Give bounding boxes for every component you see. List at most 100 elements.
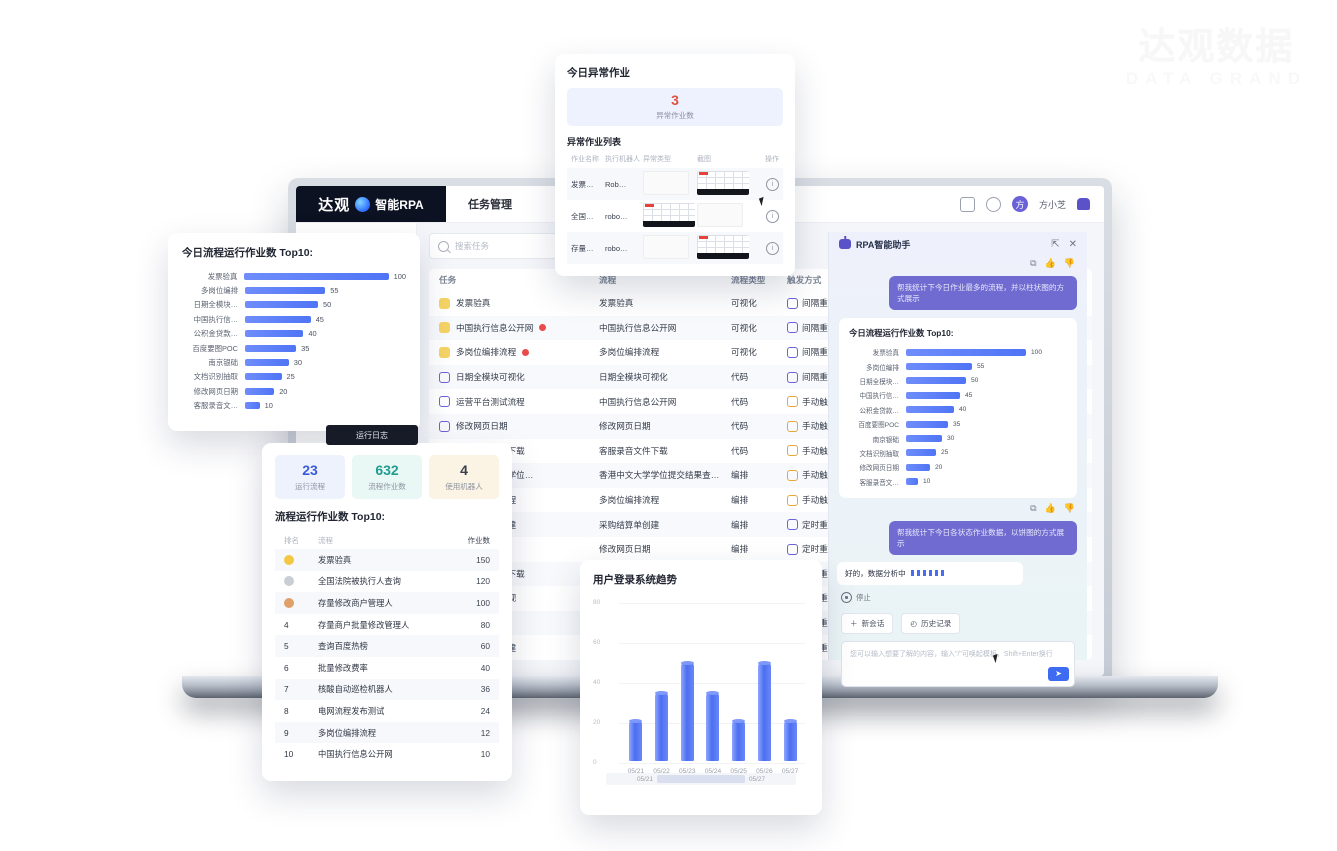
cell-task: 运营平台测试流程: [439, 396, 599, 408]
list-item[interactable]: 存量修改商户管理人 100: [275, 592, 499, 614]
history-button[interactable]: ◴ 历史记录: [901, 612, 961, 634]
task-type-icon: [439, 322, 450, 334]
list-item[interactable]: 4 存量商户批量修改管理人 80: [275, 614, 499, 636]
anomaly-type-thumb: [643, 203, 697, 229]
list-rank: 9: [284, 727, 289, 738]
anomaly-kpi-value: 3: [671, 92, 679, 108]
trend-bar[interactable]: [706, 691, 720, 761]
user-name[interactable]: 方小芝: [1038, 199, 1066, 210]
bar-label: 客服录音文…: [193, 401, 238, 411]
screenshot-thumb[interactable]: [643, 203, 695, 227]
list-item[interactable]: 7 核酸自动巡检机器人 36: [275, 678, 499, 701]
cell-task: 多岗位编排流程: [439, 346, 599, 358]
help-icon[interactable]: [985, 196, 1001, 212]
screenshot-thumb-2[interactable]: [697, 235, 749, 259]
list-item[interactable]: 发票验真 150: [275, 549, 499, 571]
close-icon[interactable]: ✕: [1068, 238, 1077, 250]
new-session-label: 新会话: [861, 618, 885, 628]
top10-bar-chart: 发票验真 100 多岗位编排 55 日期全模块… 50 中国执行信… 45 公积金贷款… 40 百度…: [182, 269, 406, 413]
trend-bar[interactable]: [732, 719, 746, 761]
screenshot-thumb-2[interactable]: [697, 171, 749, 195]
list-item[interactable]: 10 中国执行信息公开网 10: [275, 743, 499, 765]
placeholder-thumb: [643, 235, 689, 259]
trigger-icon: [787, 297, 798, 309]
trend-bar[interactable]: [783, 719, 797, 761]
run-log-tab[interactable]: 运行日志: [326, 425, 418, 445]
stats-card: 23 运行流程 632 流程作业数 4 使用机器人 流程运行作业数 Top10: 排名 流…: [262, 443, 512, 781]
bar-value: 50: [323, 300, 332, 310]
anomaly-op: i: [759, 241, 779, 255]
run-log-label: 运行日志: [356, 430, 388, 440]
trigger-icon: [787, 445, 798, 457]
trigger-icon: [787, 396, 798, 408]
list-count: 60: [480, 641, 490, 652]
thumbs-up-icon-2[interactable]: 👍: [1044, 502, 1056, 513]
stop-icon: [841, 591, 852, 603]
trend-plot: 0 20 40 60 80 05/21 05/22 05/23 05/24 05/25 05/26…: [593, 599, 809, 785]
trend-card-title: 用户登录系统趋势: [593, 574, 677, 586]
cell-type: 编排: [731, 519, 749, 530]
gridline: [619, 643, 805, 644]
trend-bar[interactable]: [655, 691, 669, 761]
copy-icon-2[interactable]: ⧉: [1030, 502, 1037, 513]
search-icon: [438, 240, 449, 252]
copy-icon[interactable]: ⧉: [1030, 258, 1037, 268]
logo-orb-icon: [355, 196, 371, 212]
cell-task: 发票验真: [439, 297, 599, 309]
app-logo: 达观 智能RPA: [296, 186, 446, 222]
list-item[interactable]: 5 查询百度热榜 60: [275, 635, 499, 657]
chat-composer[interactable]: 您可以输入想要了解的内容，输入"/"可唤起模板，Shift+Enter换行 ➤: [841, 640, 1075, 687]
thumbs-down-icon-2[interactable]: 👎: [1063, 502, 1075, 513]
brand-watermark: 达观数据 DATA GRAND: [1126, 28, 1307, 89]
list-name: 全国法院被执行人查询: [318, 576, 401, 587]
list-item[interactable]: 8 电网流程发布测试 24: [275, 700, 499, 722]
list-item[interactable]: 9 多岗位编排流程 12: [275, 721, 499, 744]
trend-bar[interactable]: [680, 661, 694, 761]
expand-icon[interactable]: ⇱: [1051, 238, 1060, 250]
thumbs-down-icon[interactable]: 👎: [1063, 258, 1075, 268]
alert-badge-icon: [522, 348, 530, 356]
task-name: 运营平台测试流程: [456, 396, 525, 407]
trend-bar[interactable]: [629, 719, 643, 761]
col-task: 任务: [439, 275, 457, 285]
cell-type: 代码: [731, 445, 749, 456]
bar-label: 客服录音文…: [859, 479, 899, 487]
info-icon[interactable]: i: [766, 241, 779, 255]
x-tick-label: 05/25: [730, 767, 747, 775]
zoom-fill[interactable]: [657, 775, 745, 783]
cell-trigger: 手动触发: [787, 469, 873, 481]
list-item[interactable]: 全国法院被执行人查询 120: [275, 571, 499, 593]
tab-task-management[interactable]: 任务管理: [468, 199, 512, 211]
trend-bar[interactable]: [757, 661, 771, 761]
anomaly-robot: robo…: [605, 243, 628, 253]
x-tick-label: 05/27: [781, 767, 799, 775]
bar-fill: [245, 387, 275, 395]
new-session-button[interactable]: ＋ 新会话: [841, 612, 894, 634]
avatar[interactable]: 方: [1011, 196, 1028, 212]
zoom-start-label: 05/21: [637, 775, 653, 783]
thumbs-up-icon[interactable]: 👍: [1044, 258, 1056, 268]
top10-card-title: 今日流程运行作业数 Top10:: [182, 247, 314, 259]
list-item[interactable]: 6 批量修改费率 40: [275, 657, 499, 679]
anomaly-row[interactable]: 存量… robo… i: [567, 232, 783, 264]
bar-fill: [906, 435, 942, 443]
bar-row: 修改网页日期 20: [182, 384, 406, 398]
list-name: 批量修改费率: [318, 662, 368, 673]
bar-value: 45: [965, 391, 973, 399]
anomaly-rows: 发票… Rob… i 全国… robo… i 存量… robo… i: [567, 168, 783, 264]
info-icon[interactable]: i: [766, 209, 779, 223]
cell-flow: 中国执行信息公开网: [599, 322, 677, 333]
app-header: 达观 智能RPA 任务管理 方 方小芝: [296, 186, 1104, 223]
anomaly-row[interactable]: 发票… Rob… i: [567, 168, 783, 200]
cell-flow: 香港中文大学学位提交结果查…: [599, 470, 720, 481]
doc-icon[interactable]: [959, 196, 975, 212]
notification-icon[interactable]: [1077, 198, 1090, 210]
info-icon[interactable]: i: [766, 177, 779, 191]
anomaly-row[interactable]: 全国… robo… i: [567, 200, 783, 232]
cell-type: 编排: [731, 544, 749, 555]
cell-type: 编排: [731, 470, 749, 481]
bar-label: 南京银础: [872, 436, 899, 444]
trend-zoom-slider[interactable]: 05/21 05/27: [606, 773, 796, 785]
stop-button[interactable]: 停止: [841, 591, 1087, 603]
send-button[interactable]: ➤: [1048, 666, 1069, 681]
